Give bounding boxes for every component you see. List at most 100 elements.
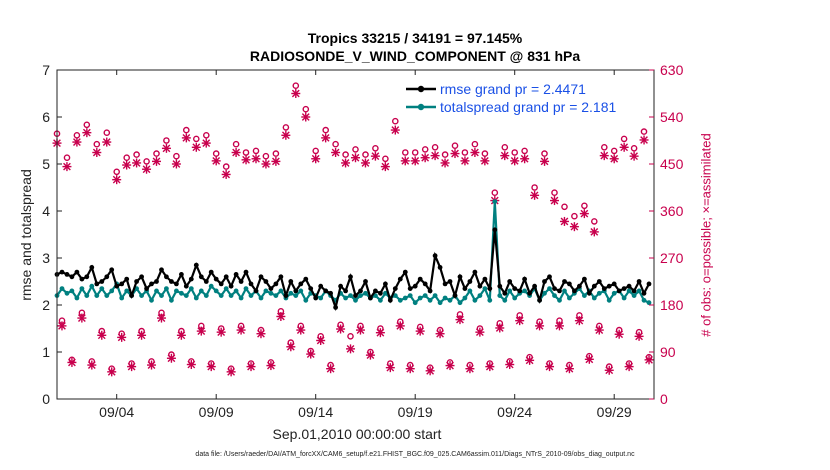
axes-box (56, 69, 655, 400)
rmse-point (387, 297, 393, 303)
rmse-point (283, 293, 289, 298)
rmse-point (193, 262, 199, 268)
rmse-point (59, 269, 65, 275)
rmse-point (572, 288, 577, 294)
rmse-point (467, 279, 473, 284)
totalspread-point (363, 290, 368, 296)
obs-assimilated-marker (57, 321, 67, 331)
rmse-point (298, 281, 304, 287)
obs-assimilated-marker (639, 135, 649, 145)
legend-entry-totalspread: totalspread grand pr = 2.181 (406, 99, 617, 115)
totalspread-point (462, 295, 468, 301)
obs-possible-marker (391, 117, 399, 125)
rmse-point (641, 290, 647, 296)
obs-possible-marker (571, 212, 578, 220)
obs-assimilated-marker (142, 164, 152, 174)
y-right-tick-label: 90 (660, 344, 676, 360)
obs-assimilated-marker (609, 154, 619, 164)
obs-assimilated-marker (276, 311, 286, 321)
rmse-point (94, 281, 100, 287)
totalspread-point (378, 297, 383, 303)
obs-possible-marker (143, 158, 150, 165)
rmse-point (567, 281, 572, 287)
rmse-point (89, 265, 95, 270)
y-right-tick-label: 270 (660, 250, 684, 266)
rmse-point (616, 288, 622, 294)
obs-possible-marker (182, 126, 190, 134)
rmse-point (154, 279, 159, 284)
rmse-point (74, 269, 80, 275)
rmse-point (562, 279, 567, 284)
rmse-point (412, 283, 418, 289)
obs-assimilated-marker (574, 316, 584, 326)
rmse-point (348, 274, 353, 280)
rmse-point (129, 293, 135, 298)
totalspread-point (472, 297, 478, 303)
y-right-tick-label: 630 (660, 62, 684, 78)
rmse-point (621, 286, 627, 291)
obs-possible-marker (511, 149, 519, 156)
rmse-point (582, 276, 587, 282)
obs-possible-marker (431, 143, 439, 151)
rmse-point (402, 269, 408, 275)
rmse-line (56, 229, 650, 312)
obs-assimilated-marker (619, 142, 629, 152)
rmse-point (407, 286, 413, 291)
legend-label: rmse grand pr = 2.4471 (440, 81, 586, 97)
totalspread-point (298, 288, 304, 294)
rmse-point (114, 283, 120, 289)
obs-possible-marker (73, 131, 81, 139)
obs-assimilated-marker (122, 160, 132, 170)
rmse-point (198, 274, 204, 280)
y-right-tick-label: 540 (660, 109, 684, 125)
rmse-point (64, 272, 70, 277)
totalspread-point (412, 300, 418, 306)
rmse-point (452, 293, 458, 298)
y-left-tick-label: 5 (42, 156, 50, 172)
obs-assimilated-marker (535, 321, 545, 331)
obs-assimilated-marker (97, 330, 107, 340)
obs-assimilated-marker (390, 125, 400, 135)
rmse-point (268, 286, 274, 291)
obs-assimilated-marker (554, 321, 564, 331)
totalspread-point (353, 297, 358, 303)
obs-assimilated-marker (634, 331, 644, 341)
obs-possible-marker (501, 143, 509, 151)
obs-assimilated-marker (301, 112, 311, 122)
totalspread-point (139, 293, 145, 298)
obs-possible-marker (451, 142, 459, 149)
obs-assimilated-marker (256, 329, 266, 339)
totalspread-point (198, 288, 204, 294)
obs-possible-marker (561, 203, 568, 211)
rmse-point (368, 295, 373, 301)
obs-possible-marker (352, 146, 359, 153)
rmse-point (392, 286, 398, 291)
obs-assimilated-marker (161, 143, 171, 153)
rmse-point (577, 283, 582, 289)
y-right-tick-label: 360 (660, 203, 684, 219)
rmse-point (537, 297, 542, 303)
rmse-point (159, 267, 164, 273)
rmse-point (179, 272, 184, 277)
obs-possible-marker (630, 144, 638, 152)
obs-possible-marker (272, 150, 280, 157)
obs-assimilated-marker (316, 336, 326, 346)
obs-possible-marker (591, 218, 598, 225)
totalspread-point (606, 297, 612, 303)
obs-possible-marker (262, 152, 270, 160)
totalspread-point (159, 293, 164, 298)
rmse-point (472, 269, 478, 275)
totalspread-point (348, 293, 353, 298)
rmse-point (203, 279, 209, 284)
obs-possible-marker (133, 151, 140, 158)
obs-assimilated-marker (261, 159, 271, 169)
obs-possible-marker (481, 150, 489, 157)
obs-assimilated-marker (92, 148, 102, 158)
rmse-point (124, 276, 130, 282)
y-axis-right-label: # of obs: o=possible; ×=assimilated (698, 133, 714, 337)
totalspread-point (427, 297, 433, 303)
rmse-point (248, 281, 254, 287)
totalspread-point (402, 295, 408, 301)
obs-assimilated-marker (132, 158, 142, 168)
obs-assimilated-marker (82, 128, 92, 138)
